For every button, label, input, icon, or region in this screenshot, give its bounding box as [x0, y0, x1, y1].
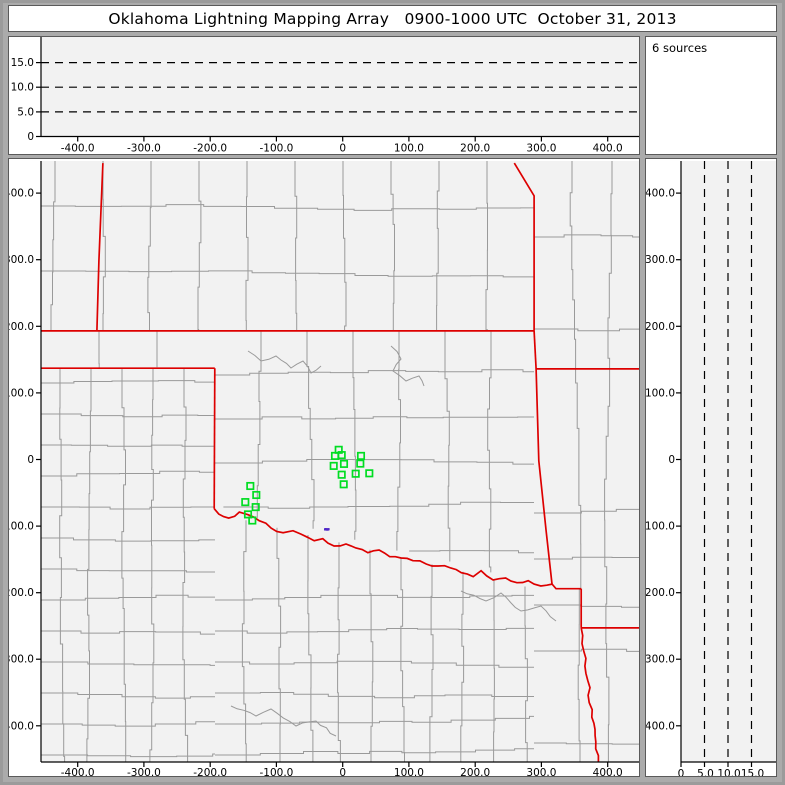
station-marker [356, 451, 366, 460]
svg-text:100.0: 100.0 [394, 767, 424, 776]
svg-text:400.0: 400.0 [593, 767, 623, 776]
plan-view-map[interactable]: 400.0300.0200.0100.00-100.0-200.0-300.0-… [9, 159, 639, 776]
svg-text:-100.0: -100.0 [260, 143, 294, 155]
station-marker [356, 459, 365, 468]
station-marker [252, 490, 261, 500]
page-title: Oklahoma Lightning Mapping Array 0900-10… [108, 9, 677, 28]
station-marker [246, 481, 255, 491]
svg-text:200.0: 200.0 [646, 321, 675, 333]
station-marker [248, 516, 257, 525]
svg-text:0: 0 [27, 454, 34, 466]
svg-text:-200.0: -200.0 [193, 767, 227, 776]
lma-station-markers [241, 445, 374, 525]
ew-distance-tick-labels: -400.0 -300.0 -200.0 -100.0 0 100.0 200.0 300.0… [61, 136, 623, 155]
state-borders [41, 162, 639, 762]
altitude-vs-ew-plot[interactable]: 0 5.0 10.0 15.0 -400.0 -300.0 -200.0 -100.0 0 100… [9, 37, 639, 154]
vhf-source-dots [324, 528, 330, 531]
ns-distance-tick-labels: 400.0 300.0 200.0 100.0 0 -100.0 -200.0 -300.0 -… [646, 188, 681, 732]
station-marker [351, 469, 360, 478]
svg-text:-200.0: -200.0 [193, 143, 227, 155]
svg-text:200.0: 200.0 [9, 321, 34, 333]
county-lines [41, 161, 639, 762]
svg-text:400.0: 400.0 [646, 188, 675, 200]
svg-text:300.0: 300.0 [526, 767, 556, 776]
svg-text:-300.0: -300.0 [127, 767, 161, 776]
plan-view-map-panel: 400.0300.0200.0100.00-100.0-200.0-300.0-… [8, 158, 640, 777]
svg-text:100.0: 100.0 [646, 387, 675, 399]
station-marker [339, 459, 349, 468]
station-marker [243, 510, 253, 519]
svg-text:0: 0 [678, 768, 685, 776]
svg-text:-100.0: -100.0 [9, 521, 34, 533]
svg-text:-200.0: -200.0 [9, 587, 34, 599]
altitude-vs-ns-plot[interactable]: 400.0 300.0 200.0 100.0 0 -100.0 -200.0 -300.0 -… [646, 159, 776, 776]
title-bar: Oklahoma Lightning Mapping Array 0900-10… [8, 5, 777, 32]
svg-text:300.0: 300.0 [646, 254, 675, 266]
svg-text:-300.0: -300.0 [646, 654, 675, 666]
svg-text:15.0: 15.0 [741, 768, 764, 776]
svg-text:0: 0 [27, 131, 34, 143]
ns-distance-tick-labels: 400.0 300.0 200.0 100.0 0 -100.0 -200.0 -300.0 -… [9, 188, 41, 732]
svg-text:0: 0 [339, 767, 346, 776]
top-altitude-panel: 0 5.0 10.0 15.0 -400.0 -300.0 -200.0 -100.0 0 100… [8, 36, 640, 155]
station-marker [339, 480, 348, 489]
svg-text:200.0: 200.0 [460, 767, 490, 776]
altitude-gridlines [703, 161, 753, 762]
svg-text:-400.0: -400.0 [646, 720, 675, 732]
svg-text:0: 0 [668, 454, 675, 466]
station-marker [337, 470, 346, 479]
svg-text:5.0: 5.0 [17, 106, 34, 118]
svg-text:-400.0: -400.0 [61, 767, 95, 776]
sources-count-panel: 6 sources [645, 36, 777, 155]
svg-text:-200.0: -200.0 [646, 587, 675, 599]
svg-text:-100.0: -100.0 [260, 767, 294, 776]
svg-text:0: 0 [339, 143, 346, 155]
station-marker [329, 461, 338, 470]
svg-text:100.0: 100.0 [9, 387, 34, 399]
svg-text:300.0: 300.0 [9, 254, 34, 266]
svg-text:400.0: 400.0 [9, 188, 34, 200]
svg-text:100.0: 100.0 [394, 143, 424, 155]
station-marker [241, 498, 250, 507]
svg-text:10.0: 10.0 [11, 82, 34, 94]
svg-text:200.0: 200.0 [460, 143, 490, 155]
svg-text:-100.0: -100.0 [646, 521, 675, 533]
svg-text:10.0: 10.0 [717, 768, 740, 776]
right-altitude-panel: 400.0 300.0 200.0 100.0 0 -100.0 -200.0 -300.0 -… [645, 158, 777, 777]
svg-text:-300.0: -300.0 [127, 143, 161, 155]
altitude-gridlines [41, 62, 639, 113]
ew-distance-tick-labels: -400.0 -300.0 -200.0 -100.0 0 100.0 200.0 300.0… [61, 762, 623, 776]
altitude-tick-labels: 0 5.0 10.0 15.0 [11, 57, 41, 143]
svg-text:5.0: 5.0 [697, 768, 714, 776]
svg-text:-300.0: -300.0 [9, 654, 34, 666]
source-dot [327, 528, 330, 531]
svg-text:15.0: 15.0 [11, 57, 34, 69]
svg-text:-400.0: -400.0 [61, 143, 95, 155]
station-marker [251, 503, 260, 512]
svg-text:300.0: 300.0 [526, 143, 556, 155]
sources-count-label: 6 sources [652, 41, 708, 55]
station-marker [337, 451, 346, 460]
station-marker [365, 469, 374, 478]
svg-text:400.0: 400.0 [593, 143, 623, 155]
svg-text:-400.0: -400.0 [9, 720, 34, 732]
